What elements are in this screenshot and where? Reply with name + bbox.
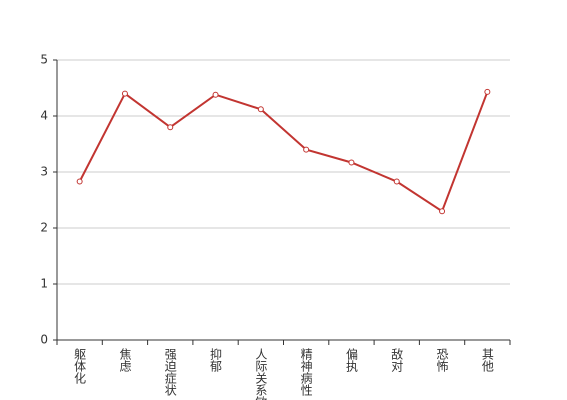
point [257,106,264,113]
y-tick-label: 4 [40,109,48,123]
line [78,91,489,213]
x-tick-label: 躯体化 [73,347,87,385]
point [76,178,83,185]
x-tick-label: 敌对 [390,347,404,372]
y-tick-label: 3 [40,165,48,179]
x-tick-label: 焦虑 [118,348,132,372]
point [212,91,219,98]
x-tick-label: 恐怖 [435,348,449,372]
point [121,90,128,97]
point [484,88,491,95]
y-tick-label: 0 [40,333,48,347]
point [167,124,174,131]
x-tick-label: 精神病性 [299,348,313,397]
x-tick-label: 抑郁 [209,347,223,373]
y-tick-label: 1 [40,277,48,291]
x-tick-label: 强迫症状 [163,348,177,396]
point [393,178,400,185]
point [303,146,310,153]
x-tick-label: 人际关系敏 [254,348,268,400]
y-tick-label: 2 [40,221,48,235]
point [439,208,446,215]
x-tick-label: 偏执 [344,347,358,373]
y-tick-label: 5 [40,53,48,67]
point [348,159,355,166]
x-tick-label: 其他 [480,348,494,372]
